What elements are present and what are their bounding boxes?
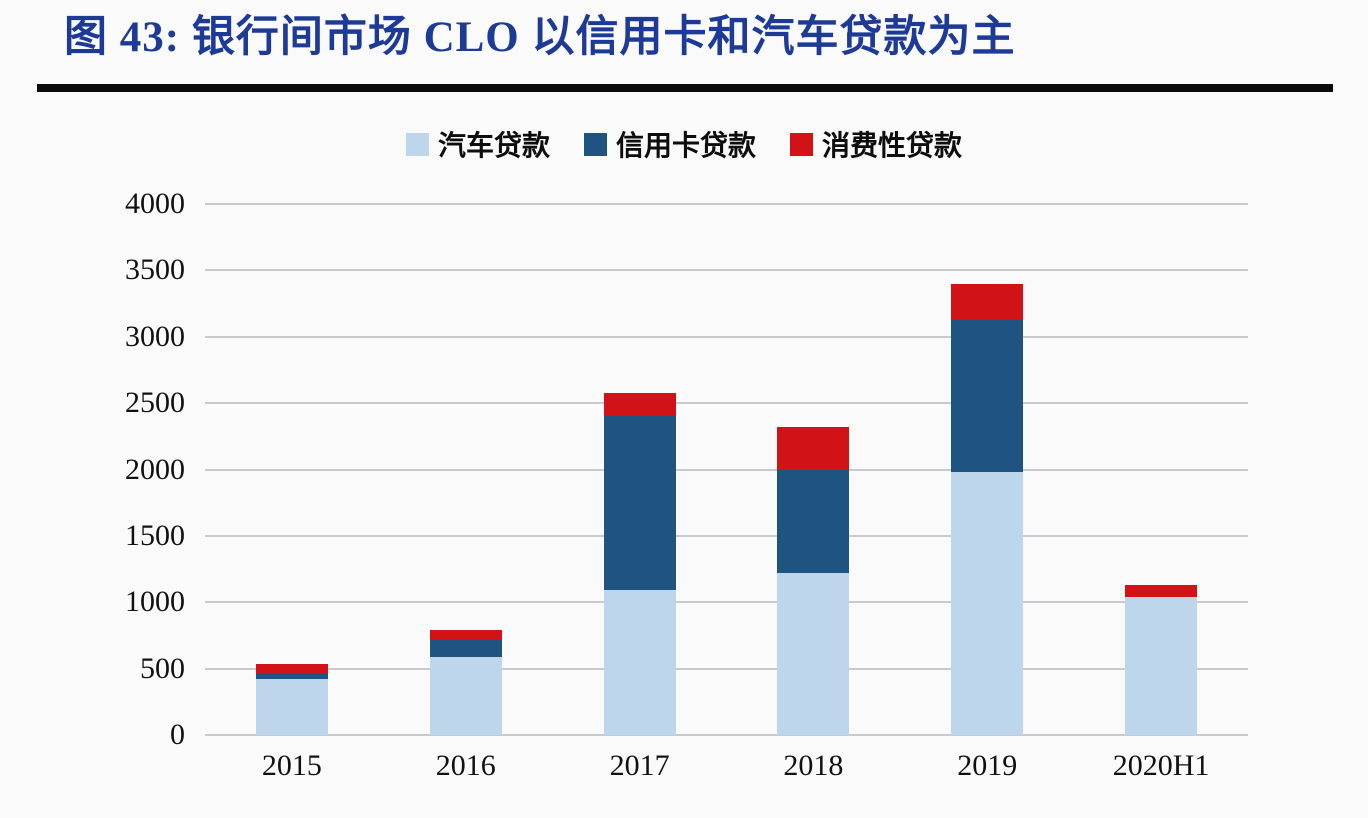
legend-item: 消费性贷款 — [790, 124, 962, 164]
xtick-label: 2016 — [435, 749, 496, 782]
gridline — [205, 601, 1248, 604]
bar-segment-2015 — [255, 679, 328, 735]
xtick-label: 2018 — [783, 749, 844, 782]
ytick-label: 3500 — [125, 253, 185, 287]
bar-segment-2018 — [777, 427, 850, 470]
gridline — [205, 402, 1248, 405]
legend-label: 消费性贷款 — [822, 130, 963, 161]
xtick-label: 2017 — [609, 749, 670, 782]
ytick-label: 1500 — [125, 518, 185, 552]
xtick-label: 2015 — [261, 749, 322, 782]
legend-swatch-icon — [405, 132, 429, 156]
bar-segment-2018 — [777, 469, 850, 574]
ytick-label: 2000 — [125, 452, 185, 486]
bar-segment-2017 — [603, 590, 676, 735]
legend-swatch-icon — [583, 132, 607, 156]
legend-label: 信用卡贷款 — [615, 130, 756, 161]
gridline — [205, 203, 1248, 205]
bar-segment-2017 — [603, 416, 676, 591]
xtick-label: 2020H1 — [1112, 749, 1210, 782]
xtick-label: 2019 — [957, 749, 1018, 782]
bar-segment-2019 — [951, 283, 1024, 320]
bar-segment-2020H1 — [1125, 596, 1198, 735]
bar-segment-2020H1 — [1125, 585, 1198, 597]
bar-segment-2019 — [951, 319, 1024, 473]
bar-segment-2018 — [777, 573, 850, 735]
legend-item: 信用卡贷款 — [583, 124, 756, 164]
ytick-label: 2500 — [125, 386, 185, 420]
legend-item: 汽车贷款 — [405, 124, 550, 164]
gridline — [205, 667, 1248, 670]
ytick-label: 0 — [170, 718, 185, 751]
gridline — [205, 734, 1248, 736]
bar-segment-2016 — [429, 630, 502, 641]
legend-label: 汽车贷款 — [437, 130, 550, 161]
gridline — [205, 269, 1248, 272]
plot-area — [205, 203, 1248, 736]
bar-segment-2016 — [429, 656, 502, 735]
figure-title: 图 43: 银行间市场 CLO 以信用卡和汽车贷款为主 — [64, 14, 1016, 61]
legend-swatch-icon — [790, 132, 813, 156]
ytick-label: 1000 — [125, 585, 185, 619]
ytick-label: 4000 — [125, 187, 185, 220]
bar-segment-2015 — [255, 663, 328, 673]
gridline — [205, 534, 1248, 537]
gridline — [205, 468, 1248, 471]
ytick-label: 500 — [140, 651, 185, 685]
chart-legend: 汽车贷款 信用卡贷款 消费性贷款 — [0, 124, 1368, 164]
bar-segment-2015 — [255, 672, 328, 680]
ytick-label: 3000 — [125, 319, 185, 353]
bar-segment-2017 — [603, 392, 676, 417]
bar-segment-2016 — [429, 640, 502, 657]
gridline — [205, 335, 1248, 338]
bar-segment-2019 — [951, 472, 1024, 735]
title-divider — [37, 84, 1333, 92]
